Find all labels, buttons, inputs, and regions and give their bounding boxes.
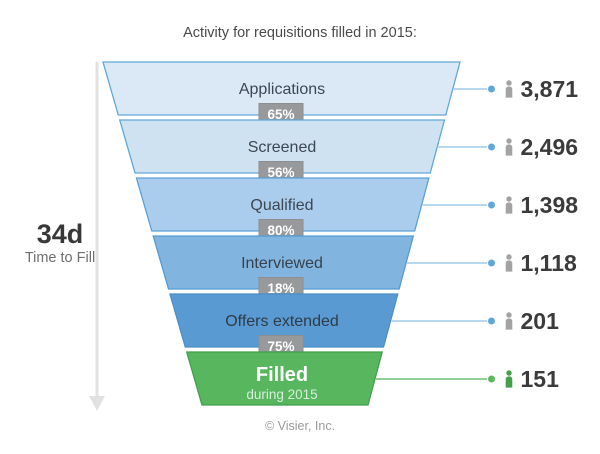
person-icon bbox=[505, 144, 513, 156]
conversion-percentage: 75% bbox=[267, 339, 294, 354]
connector-dot bbox=[488, 143, 495, 151]
segment-label: Screened bbox=[248, 139, 317, 156]
segment-label: Qualified bbox=[250, 197, 313, 214]
person-icon bbox=[506, 138, 512, 144]
funnel-segment-offers-extended bbox=[169, 293, 399, 348]
funnel-segment-filled bbox=[185, 351, 384, 406]
stage-value: 1,398 bbox=[521, 192, 579, 218]
stage-value: 151 bbox=[521, 366, 560, 392]
time-to-fill-label: Time to Fill bbox=[25, 250, 95, 266]
funnel-segment-screened bbox=[118, 119, 446, 174]
segment-sublabel: during 2015 bbox=[246, 387, 317, 402]
arrow-down-icon bbox=[89, 396, 105, 411]
segment-label: Interviewed bbox=[241, 255, 323, 272]
connector-dot bbox=[488, 375, 495, 383]
conversion-percentage: 80% bbox=[267, 223, 294, 238]
segment-label: Offers extended bbox=[225, 313, 339, 330]
stage-value: 1,118 bbox=[521, 250, 577, 276]
time-to-fill-block: 34d Time to Fill bbox=[25, 62, 105, 411]
stage-value: 201 bbox=[521, 308, 560, 334]
chart-title: Activity for requisitions filled in 2015… bbox=[183, 25, 417, 41]
person-icon bbox=[506, 80, 512, 86]
copyright-text: © Visier, Inc. bbox=[265, 419, 335, 433]
funnel-segment-interviewed bbox=[152, 235, 415, 290]
funnel-segment-qualified bbox=[135, 177, 430, 232]
conversion-percentage: 18% bbox=[267, 281, 294, 296]
connector-dot bbox=[488, 259, 495, 267]
person-icon bbox=[505, 202, 513, 214]
connector-dot bbox=[488, 201, 495, 209]
person-icon bbox=[505, 86, 513, 98]
person-icon bbox=[505, 260, 513, 272]
segment-label: Applications bbox=[239, 81, 325, 98]
conversion-percentage: 56% bbox=[267, 165, 294, 180]
person-icon bbox=[506, 196, 512, 202]
person-icon bbox=[506, 254, 512, 260]
funnel-segment-applications bbox=[102, 61, 461, 116]
person-icon bbox=[505, 376, 513, 388]
person-icon bbox=[506, 370, 512, 376]
connector-dot bbox=[488, 85, 495, 93]
segment-label: Filled bbox=[256, 364, 308, 386]
stage-value: 3,871 bbox=[521, 76, 579, 102]
person-icon bbox=[506, 312, 512, 318]
connector-dot bbox=[488, 317, 495, 325]
funnel-stages: Applications 3,871 65% Screened 2,496 56% Qual… bbox=[102, 61, 579, 406]
conversion-percentage: 65% bbox=[267, 107, 294, 122]
time-to-fill-value: 34d bbox=[37, 219, 84, 249]
person-icon bbox=[505, 318, 513, 330]
stage-value: 2,496 bbox=[521, 134, 579, 160]
